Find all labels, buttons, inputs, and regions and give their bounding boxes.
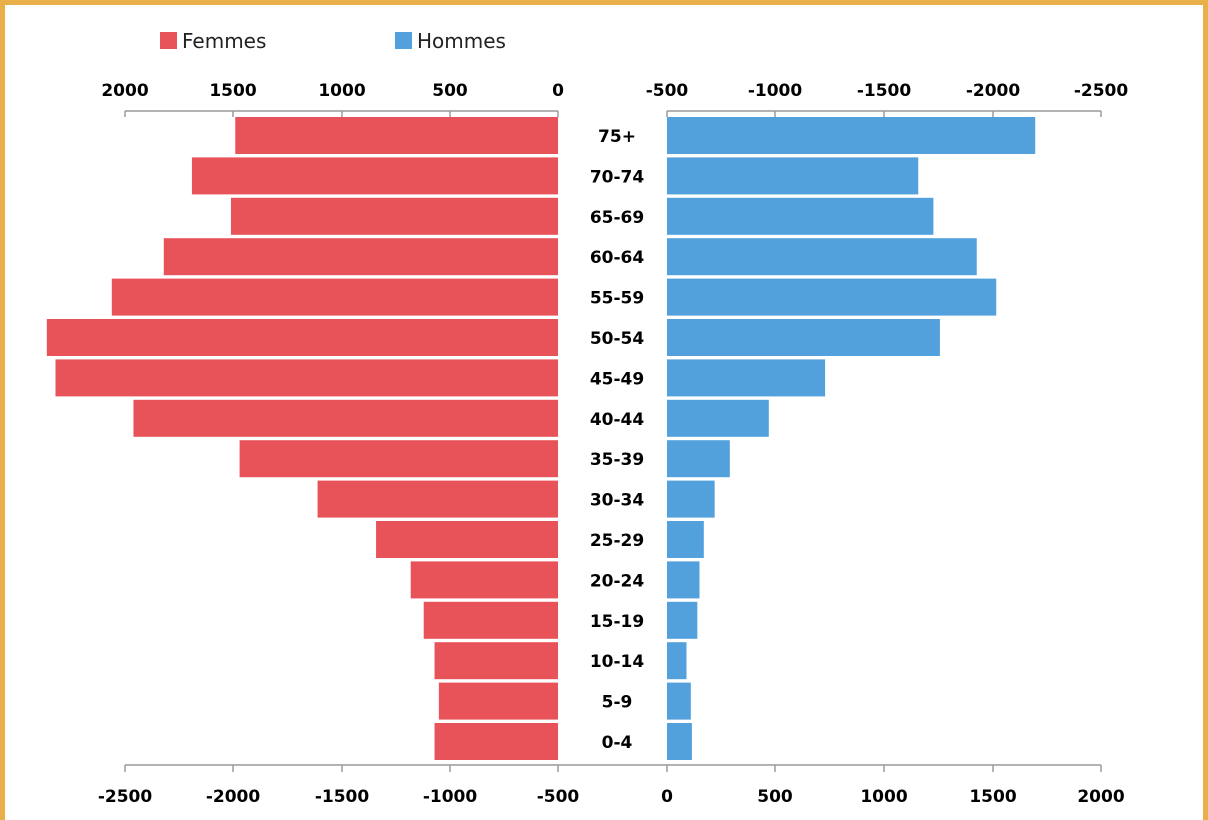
bar-hommes-10-14 — [667, 642, 687, 680]
bottom-tick-label: 1500 — [969, 787, 1016, 807]
bar-hommes-35-39 — [667, 440, 730, 478]
top-tick-label: -500 — [646, 81, 689, 101]
bar-femmes-5-9 — [438, 682, 558, 720]
category-label: 5-9 — [602, 693, 633, 713]
legend-swatch-femmes — [160, 32, 177, 49]
bottom-tick-label: -2000 — [206, 787, 261, 807]
category-label: 25-29 — [590, 531, 644, 551]
category-label: 35-39 — [590, 450, 644, 470]
bar-hommes-0-4 — [667, 723, 692, 760]
top-tick-label: 2000 — [101, 81, 148, 101]
bar-hommes-30-34 — [667, 480, 715, 518]
bar-femmes-70-74 — [191, 157, 559, 195]
category-label: 65-69 — [590, 208, 644, 228]
category-label: 55-59 — [590, 289, 644, 309]
category-label: 45-49 — [590, 369, 644, 389]
top-tick-label: 0 — [552, 81, 564, 101]
bar-femmes-50-54 — [46, 319, 558, 356]
category-label: 40-44 — [590, 410, 645, 430]
bar-femmes-20-24 — [410, 561, 558, 599]
top-tick-label: -1500 — [857, 81, 912, 101]
category-label: 60-64 — [590, 248, 645, 268]
bar-femmes-75+ — [235, 117, 559, 154]
bar-hommes-45-49 — [667, 359, 826, 397]
category-label: 30-34 — [590, 491, 645, 511]
bar-femmes-35-39 — [239, 440, 558, 478]
bar-hommes-55-59 — [667, 278, 997, 316]
bottom-tick-label: -1500 — [315, 787, 370, 807]
bar-hommes-70-74 — [667, 157, 919, 195]
bottom-tick-label: -500 — [537, 787, 580, 807]
bottom-tick-label: 500 — [757, 787, 793, 807]
bar-femmes-45-49 — [55, 359, 558, 397]
category-label: 70-74 — [590, 167, 645, 187]
bottom-tick-label: 1000 — [860, 787, 907, 807]
legend-label-femmes: Femmes — [182, 29, 266, 53]
bar-hommes-50-54 — [667, 319, 940, 356]
category-label: 50-54 — [590, 329, 645, 349]
bar-hommes-60-64 — [667, 238, 977, 276]
bar-femmes-15-19 — [423, 601, 558, 639]
bar-femmes-55-59 — [111, 278, 558, 316]
bar-hommes-25-29 — [667, 521, 704, 558]
bar-hommes-75+ — [667, 117, 1036, 154]
bar-hommes-15-19 — [667, 601, 698, 639]
bar-hommes-20-24 — [667, 561, 700, 599]
category-label: 0-4 — [602, 733, 633, 753]
bottom-tick-label: -2500 — [98, 787, 153, 807]
category-label: 10-14 — [590, 652, 645, 672]
bar-hommes-40-44 — [667, 399, 769, 437]
top-tick-label: -2000 — [966, 81, 1021, 101]
top-tick-label: 1500 — [209, 81, 256, 101]
bar-femmes-30-34 — [317, 480, 558, 518]
legend-label-hommes: Hommes — [417, 29, 506, 53]
bottom-tick-label: 0 — [661, 787, 673, 807]
top-tick-label: -1000 — [748, 81, 803, 101]
bottom-tick-label: 2000 — [1077, 787, 1124, 807]
legend-swatch-hommes — [395, 32, 412, 49]
bar-femmes-60-64 — [163, 238, 558, 276]
bar-femmes-25-29 — [376, 521, 558, 558]
bar-hommes-5-9 — [667, 682, 691, 720]
top-tick-label: 500 — [432, 81, 468, 101]
top-tick-label: 1000 — [318, 81, 365, 101]
bar-femmes-0-4 — [434, 723, 558, 760]
bottom-tick-label: -1000 — [423, 787, 478, 807]
bar-femmes-65-69 — [230, 197, 558, 235]
category-label: 15-19 — [590, 612, 644, 632]
bar-hommes-65-69 — [667, 197, 934, 235]
bar-femmes-10-14 — [434, 642, 558, 680]
category-label: 20-24 — [590, 571, 645, 591]
top-tick-label: -2500 — [1074, 81, 1129, 101]
category-label: 75+ — [598, 127, 636, 147]
bar-femmes-40-44 — [133, 399, 559, 437]
